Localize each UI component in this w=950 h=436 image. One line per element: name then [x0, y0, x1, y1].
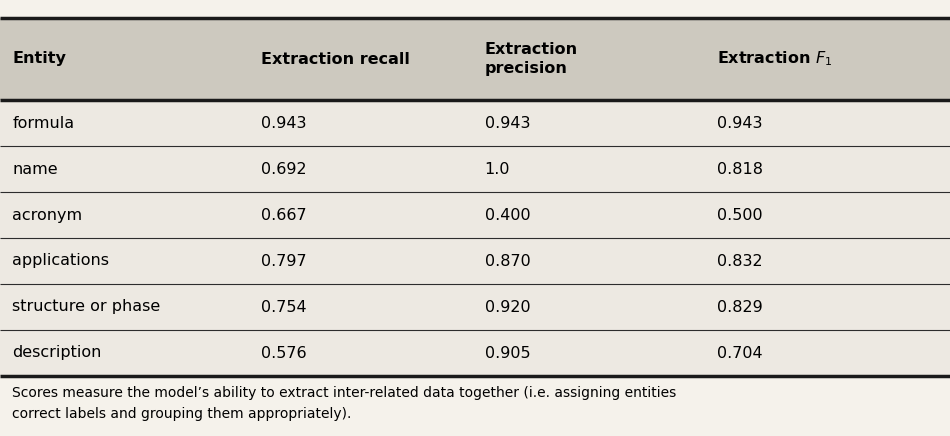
Text: 0.818: 0.818	[717, 161, 763, 177]
Text: structure or phase: structure or phase	[12, 300, 161, 314]
FancyBboxPatch shape	[0, 100, 950, 146]
Text: acronym: acronym	[12, 208, 83, 222]
Text: Extraction
precision: Extraction precision	[484, 42, 578, 76]
Text: 0.500: 0.500	[717, 208, 763, 222]
Text: description: description	[12, 345, 102, 361]
Text: 0.870: 0.870	[484, 253, 530, 269]
Text: 0.943: 0.943	[484, 116, 530, 130]
FancyBboxPatch shape	[0, 146, 950, 192]
Text: 0.667: 0.667	[261, 208, 307, 222]
FancyBboxPatch shape	[0, 192, 950, 238]
FancyBboxPatch shape	[0, 18, 950, 100]
FancyBboxPatch shape	[0, 330, 950, 376]
Text: Entity: Entity	[12, 51, 66, 67]
Text: 0.400: 0.400	[484, 208, 530, 222]
Text: 1.0: 1.0	[484, 161, 510, 177]
FancyBboxPatch shape	[0, 284, 950, 330]
Text: 0.797: 0.797	[261, 253, 307, 269]
Text: Extraction recall: Extraction recall	[261, 51, 410, 67]
Text: 0.704: 0.704	[717, 345, 763, 361]
Text: applications: applications	[12, 253, 109, 269]
Text: 0.576: 0.576	[261, 345, 307, 361]
Text: Extraction $\mathit{F}_1$: Extraction $\mathit{F}_1$	[717, 50, 832, 68]
Text: 0.920: 0.920	[484, 300, 530, 314]
Text: name: name	[12, 161, 58, 177]
Text: 0.905: 0.905	[484, 345, 530, 361]
Text: 0.754: 0.754	[261, 300, 307, 314]
Text: formula: formula	[12, 116, 74, 130]
Text: 0.829: 0.829	[717, 300, 763, 314]
Text: 0.943: 0.943	[261, 116, 307, 130]
FancyBboxPatch shape	[0, 238, 950, 284]
Text: 0.943: 0.943	[717, 116, 763, 130]
Text: 0.692: 0.692	[261, 161, 307, 177]
Text: 0.832: 0.832	[717, 253, 763, 269]
Text: Scores measure the model’s ability to extract inter-related data together (i.e. : Scores measure the model’s ability to ex…	[12, 386, 676, 421]
